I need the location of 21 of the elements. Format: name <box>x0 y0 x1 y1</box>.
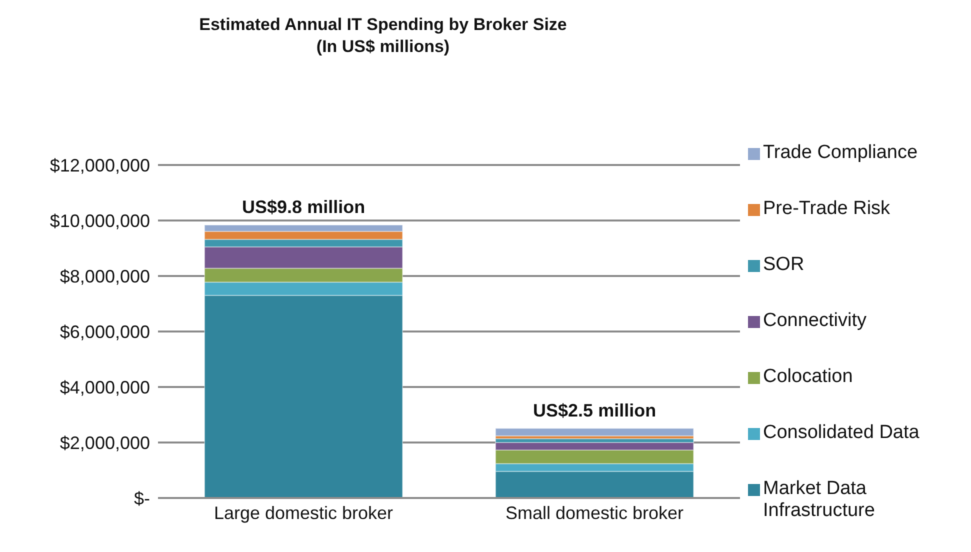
legend-label: Colocation <box>763 366 854 388</box>
y-tick-label: $4,000,000 <box>60 377 150 398</box>
chart-subtitle: (In US$ millions) <box>315 36 451 58</box>
legend-label: Trade Compliance <box>763 142 919 164</box>
y-tick-label: $2,000,000 <box>60 432 150 453</box>
bar <box>495 428 694 436</box>
total-label: US$9.8 million <box>242 196 366 217</box>
y-tick-label: $10,000,000 <box>50 210 150 231</box>
total-label: US$2.5 million <box>533 400 656 420</box>
y-tick-label: $8,000,000 <box>60 266 150 286</box>
legend-label: SOR <box>763 254 806 276</box>
legend-label: Pre-Trade Risk <box>763 198 892 220</box>
legend-label: Consolidated Data <box>763 422 920 444</box>
y-tick-label: $6,000,000 <box>60 322 150 342</box>
x-tick-label: Large domestic broker <box>214 502 394 523</box>
chart-title: Estimated Annual IT Spending by Broker Size <box>198 14 568 36</box>
legend-label: Connectivity <box>763 310 868 332</box>
legend-label: Market Data Infrastructure <box>763 478 876 522</box>
x-tick-label: Small domestic broker <box>505 502 684 523</box>
y-tick-label: $12,000,000 <box>50 155 150 176</box>
y-tick-label: $- <box>134 488 150 508</box>
